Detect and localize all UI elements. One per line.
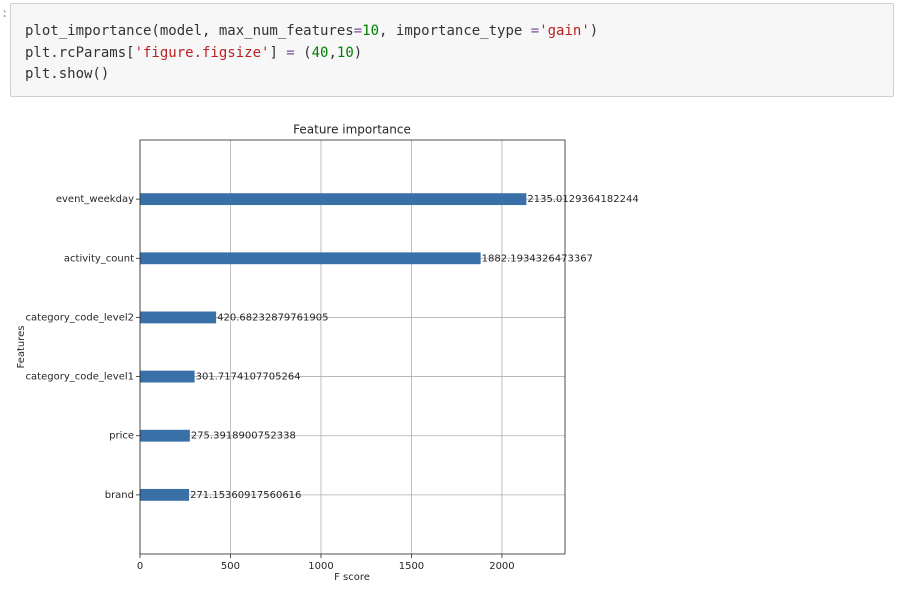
y-tick-label: category_code_level1: [26, 372, 134, 383]
code-cell[interactable]: plot_importance(model, max_num_features=…: [10, 3, 894, 97]
bar: [140, 193, 527, 206]
code-line: plt.show(): [25, 66, 110, 82]
value-label: 420.68232879761905: [217, 312, 328, 323]
value-label: 275.3918900752338: [191, 431, 296, 442]
y-axis-label: Features: [16, 326, 27, 369]
value-label: 2135.0129364182244: [527, 194, 638, 205]
y-tick-label: event_weekday: [56, 194, 134, 205]
bar: [140, 252, 481, 265]
value-label: 1882.1934326473367: [482, 253, 593, 264]
cell-prompt: :: [1, 6, 9, 20]
code-line: plot_importance(model, max_num_features=…: [25, 23, 599, 39]
y-tick-label: brand: [105, 490, 134, 501]
x-axis-label: F score: [334, 572, 370, 583]
x-tick-label: 500: [221, 561, 240, 572]
bar: [140, 370, 195, 383]
x-tick-label: 1000: [308, 561, 333, 572]
y-tick-label: category_code_level2: [26, 312, 134, 323]
y-tick-label: activity_count: [64, 253, 134, 264]
value-label: 271.15360917560616: [190, 490, 301, 501]
code-line: plt.rcParams['figure.figsize'] = (40,10): [25, 44, 363, 61]
bar: [140, 429, 190, 442]
x-tick-label: 1500: [399, 561, 424, 572]
y-tick-label: price: [109, 431, 134, 442]
plot-frame: [139, 139, 566, 555]
bar: [140, 311, 217, 324]
x-tick-label: 0: [137, 561, 143, 572]
x-tick-label: 2000: [489, 561, 514, 572]
bar: [140, 488, 190, 501]
value-label: 301.7174107705264: [196, 372, 301, 383]
chart-title: Feature importance: [293, 123, 411, 137]
